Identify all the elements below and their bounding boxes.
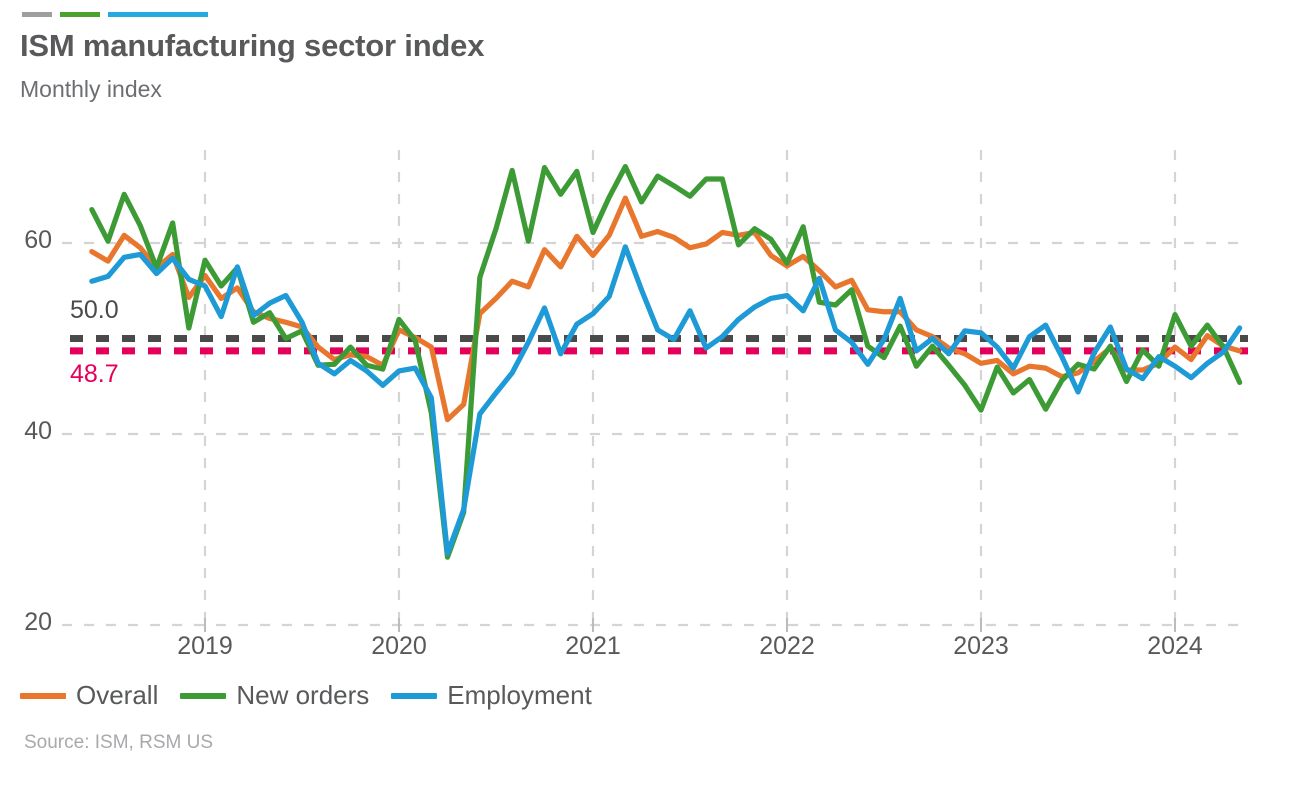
series-line-overall xyxy=(89,195,1243,423)
legend-label-new-orders: New orders xyxy=(236,680,370,710)
legend-swatch-new-orders xyxy=(180,692,227,699)
header-rule-blue xyxy=(108,12,208,17)
x-axis-tick-2022: 2022 xyxy=(759,632,815,660)
legend-swatch-employment xyxy=(391,692,438,699)
annotation-label-fifty: 50.0 xyxy=(70,296,119,324)
header-rule-green xyxy=(60,12,100,17)
x-axis-tick-2019: 2019 xyxy=(177,632,233,660)
y-axis-tick-60: 60 xyxy=(24,226,52,254)
annotation-label-current: 48.7 xyxy=(70,360,119,388)
chart-subtitle: Monthly index xyxy=(20,76,162,102)
series-line-employment xyxy=(89,244,1243,556)
x-axis-tick-2024: 2024 xyxy=(1147,632,1203,660)
series-line-new-orders xyxy=(89,164,1243,560)
x-axis-tick-2023: 2023 xyxy=(953,632,1009,660)
legend-swatch-overall xyxy=(20,692,66,699)
y-axis-tick-20: 20 xyxy=(24,608,52,636)
y-axis-tick-40: 40 xyxy=(24,417,52,445)
legend-item-new-orders[interactable]: New orders xyxy=(180,680,369,711)
legend-item-employment[interactable]: Employment xyxy=(391,680,592,711)
legend-label-employment: Employment xyxy=(447,680,592,710)
chart-title: ISM manufacturing sector index xyxy=(20,28,485,63)
x-axis-tick-2020: 2020 xyxy=(371,632,427,660)
legend-item-overall[interactable]: Overall xyxy=(20,680,158,711)
chart-legend: Overall New orders Employment xyxy=(20,680,614,711)
source-note: Source: ISM, RSM US xyxy=(24,732,213,753)
legend-label-overall: Overall xyxy=(76,680,159,710)
header-rule-gray xyxy=(22,12,52,17)
x-axis-tick-2021: 2021 xyxy=(565,632,621,660)
